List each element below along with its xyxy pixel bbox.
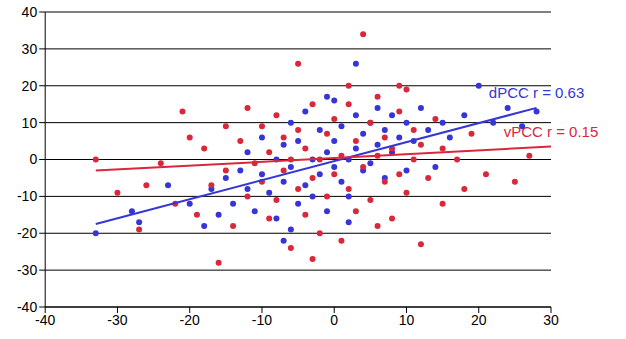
svg-text:-20: -20 — [17, 225, 37, 241]
svg-text:-30: -30 — [17, 262, 37, 278]
svg-text:30: 30 — [543, 312, 559, 328]
svg-text:10: 10 — [22, 115, 38, 131]
svg-text:-40: -40 — [17, 299, 37, 315]
svg-text:dPCC r = 0.63: dPCC r = 0.63 — [489, 84, 584, 101]
svg-text:0: 0 — [330, 312, 338, 328]
svg-text:-30: -30 — [107, 312, 127, 328]
svg-text:vPCC r = 0.15: vPCC r = 0.15 — [504, 123, 599, 140]
svg-text:-20: -20 — [180, 312, 200, 328]
svg-text:-10: -10 — [252, 312, 272, 328]
svg-text:20: 20 — [471, 312, 487, 328]
svg-text:40: 40 — [22, 4, 38, 20]
svg-text:-40: -40 — [35, 312, 55, 328]
svg-text:20: 20 — [22, 78, 38, 94]
svg-text:30: 30 — [22, 41, 38, 57]
svg-text:10: 10 — [399, 312, 415, 328]
svg-text:-10: -10 — [17, 188, 37, 204]
svg-text:0: 0 — [29, 151, 37, 167]
